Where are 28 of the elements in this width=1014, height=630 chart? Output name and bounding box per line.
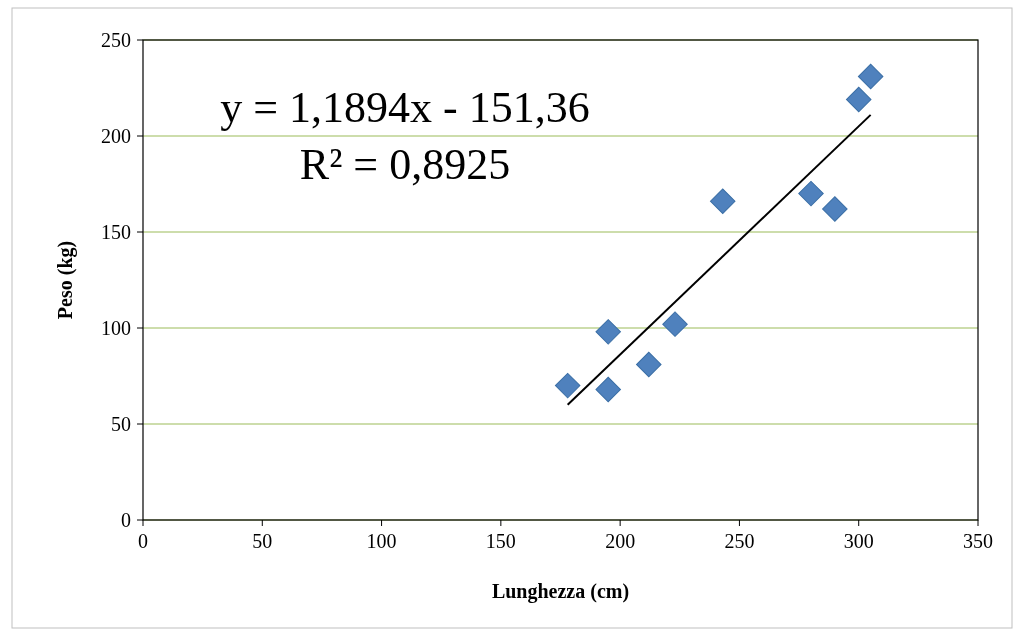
y-tick-label: 250 xyxy=(101,29,131,51)
point xyxy=(636,351,662,378)
y-axis-title: Peso (kg) xyxy=(54,240,77,320)
y-tick-label: 150 xyxy=(101,221,131,243)
y-tick-label: 50 xyxy=(111,413,131,435)
point xyxy=(822,196,848,222)
x-tick-label: 350 xyxy=(963,530,993,552)
x-tick-label: 100 xyxy=(366,530,397,552)
x-tick-label: 250 xyxy=(724,530,755,552)
x-tick-label: 300 xyxy=(843,530,874,552)
x-tick-label: 150 xyxy=(485,530,516,552)
point xyxy=(554,372,581,399)
point xyxy=(845,86,872,113)
annotation: y = 1,1894x - 151,36 xyxy=(220,83,590,132)
y-tick-label: 100 xyxy=(101,317,131,339)
y-tick-label: 0 xyxy=(121,509,131,531)
x-tick-label: 200 xyxy=(605,530,636,552)
annotation: R² = 0,8925 xyxy=(299,140,511,189)
point xyxy=(595,319,621,345)
point xyxy=(595,376,621,403)
point xyxy=(857,63,884,90)
x-tick-label: 0 xyxy=(138,530,148,552)
point xyxy=(662,311,688,337)
x-axis-title: Lunghezza (cm) xyxy=(491,580,630,603)
point xyxy=(798,180,824,207)
point xyxy=(709,188,736,215)
x-tick-label: 50 xyxy=(252,530,273,552)
y-tick-label: 200 xyxy=(101,125,131,147)
